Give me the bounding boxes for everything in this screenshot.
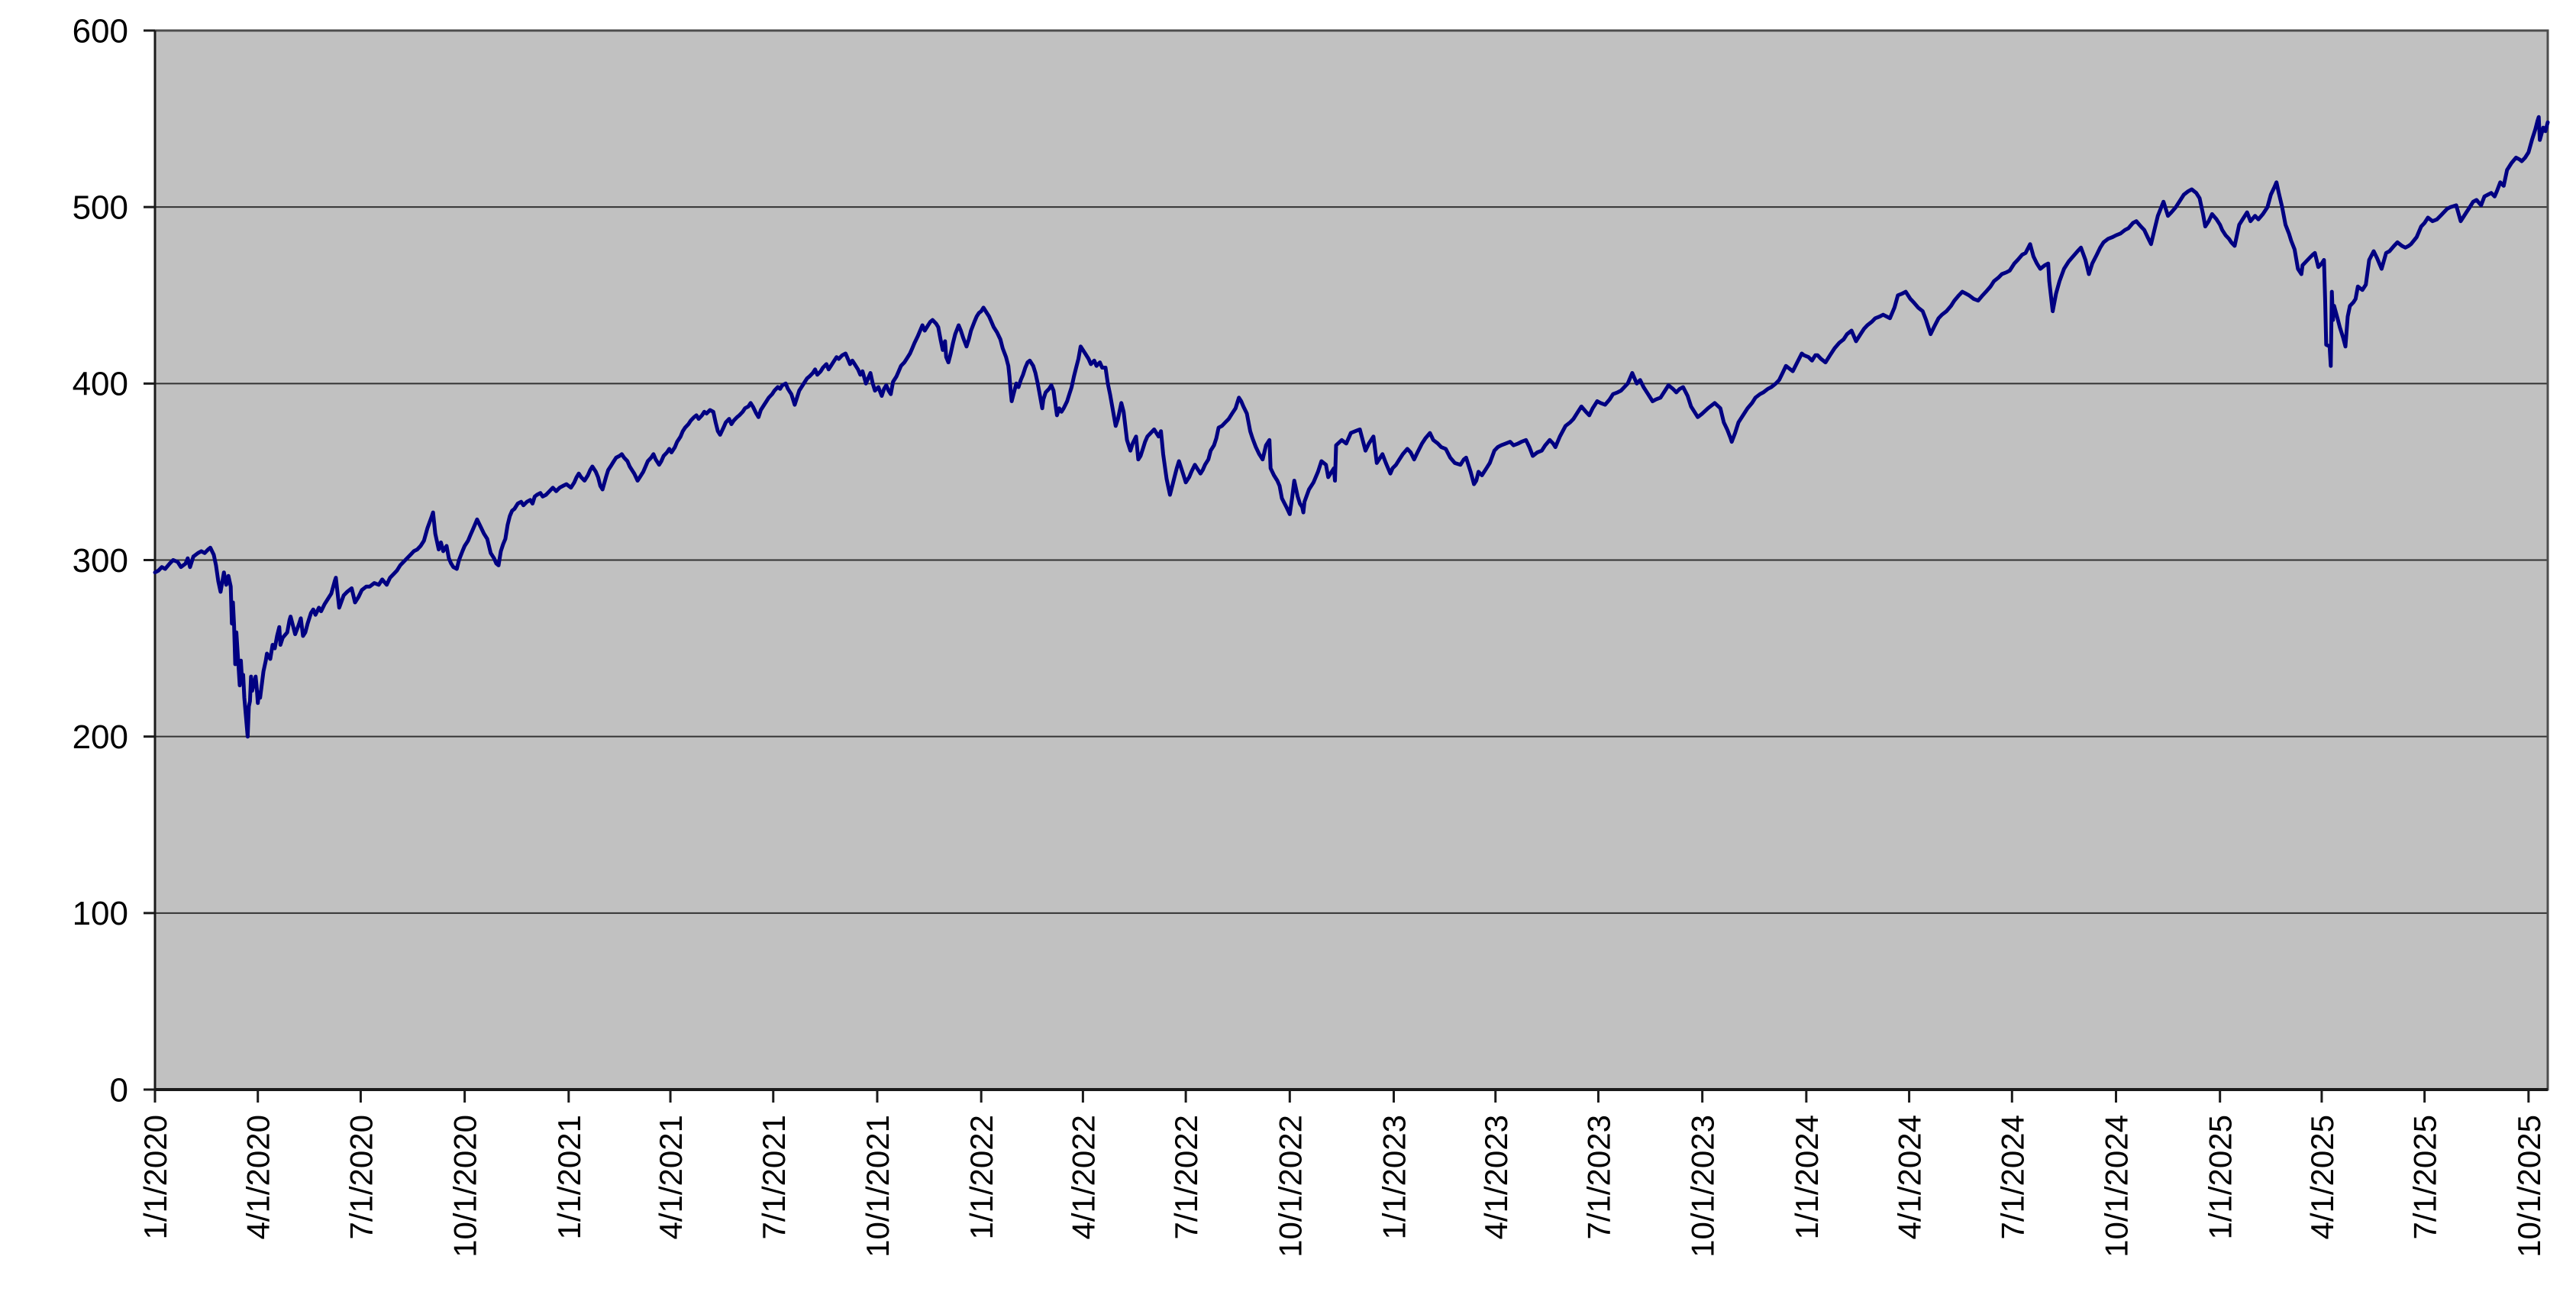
x-tick-label-4: 1/1/2021 [551, 1115, 587, 1240]
x-tick-label-12: 1/1/2023 [1377, 1115, 1412, 1240]
x-tick-label-3: 10/1/2020 [447, 1115, 483, 1258]
x-tick-label-18: 7/1/2024 [1994, 1115, 2030, 1240]
y-tick-label-400: 400 [73, 366, 128, 403]
x-tick-label-7: 10/1/2021 [860, 1115, 896, 1258]
x-tick-label-22: 7/1/2025 [2407, 1115, 2443, 1240]
x-tick-label-14: 7/1/2023 [1580, 1115, 1616, 1240]
y-tick-label-100: 100 [73, 895, 128, 932]
x-tick-label-16: 1/1/2024 [1789, 1115, 1825, 1240]
x-tick-label-19: 10/1/2024 [2098, 1115, 2134, 1258]
x-tick-label-23: 10/1/2025 [2511, 1115, 2547, 1258]
x-tick-label-5: 4/1/2021 [653, 1115, 689, 1240]
x-tick-label-6: 7/1/2021 [756, 1115, 792, 1240]
x-tick-label-2: 7/1/2020 [343, 1115, 379, 1240]
y-tick-label-600: 600 [73, 12, 128, 50]
y-tick-label-500: 500 [73, 189, 128, 227]
x-tick-label-9: 4/1/2022 [1065, 1115, 1101, 1240]
x-tick-label-8: 1/1/2022 [964, 1115, 999, 1240]
price-line [153, 115, 2550, 739]
x-tick-label-21: 4/1/2025 [2304, 1115, 2340, 1240]
y-tick-label-200: 200 [73, 718, 128, 756]
x-tick-label-11: 10/1/2022 [1272, 1115, 1308, 1258]
x-tick-label-17: 4/1/2024 [1892, 1115, 1928, 1240]
x-tick-label-10: 7/1/2022 [1168, 1115, 1204, 1240]
x-tick-label-0: 1/1/2020 [137, 1115, 173, 1240]
x-tick-label-13: 4/1/2023 [1478, 1115, 1514, 1240]
y-tick-label-0: 0 [110, 1071, 128, 1109]
x-tick-label-20: 1/1/2025 [2203, 1115, 2239, 1240]
x-tick-label-15: 10/1/2023 [1685, 1115, 1721, 1258]
x-tick-label-1: 4/1/2020 [240, 1115, 276, 1240]
y-tick-label-300: 300 [73, 542, 128, 580]
